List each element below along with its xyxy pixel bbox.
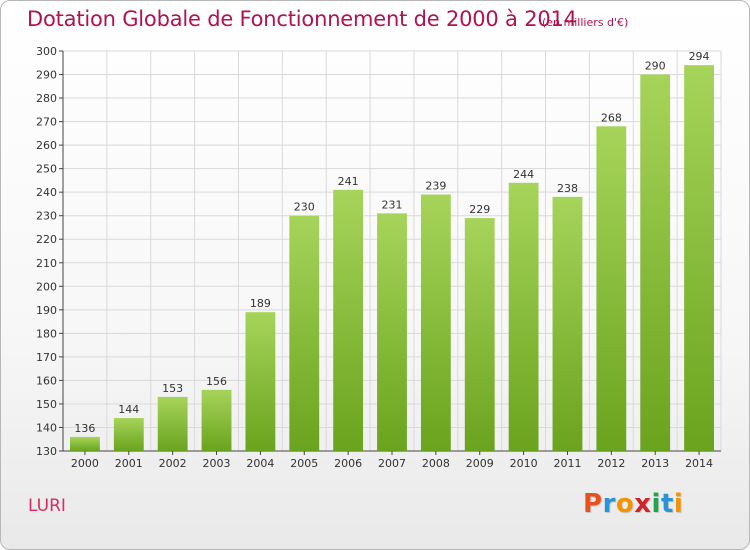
bar (684, 65, 714, 451)
x-tick-label: 2003 (203, 457, 231, 470)
bar (113, 418, 144, 451)
data-label: 144 (118, 403, 139, 416)
bar (464, 218, 495, 451)
x-tick-label: 2000 (71, 457, 99, 470)
logo-letter: o (615, 489, 635, 519)
y-tick-label: 250 (36, 163, 57, 176)
bar (70, 436, 100, 451)
data-label: 241 (338, 175, 359, 188)
bar (552, 196, 583, 451)
data-label: 238 (557, 182, 578, 195)
x-tick-label: 2002 (159, 457, 187, 470)
bar (640, 74, 671, 451)
data-label: 189 (250, 297, 271, 310)
data-label: 156 (206, 375, 227, 388)
data-label: 231 (382, 198, 403, 211)
chart-title: Dotation Globale de Fonctionnement de 20… (27, 7, 577, 31)
y-tick-label: 130 (36, 445, 57, 458)
labels: 130 140 150 160 170 180 190 200 210 220 230 240 250 2… (36, 45, 713, 470)
bar (420, 194, 451, 451)
bar (245, 312, 276, 451)
y-tick-label: 220 (36, 233, 57, 246)
chart-subtitle: (en milliers d'€) (542, 16, 629, 29)
x-tick-label: 2012 (597, 457, 625, 470)
x-tick-label: 2007 (378, 457, 406, 470)
logo-letter: i (673, 489, 684, 519)
logo-letter: P (583, 489, 603, 519)
commune-name: LURI (28, 496, 66, 516)
logo-letter: r (602, 489, 616, 519)
x-tick-label: 2011 (553, 457, 581, 470)
logo-letter: i (651, 489, 661, 519)
y-tick-label: 290 (36, 69, 57, 82)
bar (596, 126, 627, 451)
y-tick-label: 270 (36, 116, 57, 129)
y-tick-label: 200 (36, 280, 57, 293)
bar (377, 213, 407, 451)
x-tick-label: 2001 (115, 457, 143, 470)
data-label: 239 (425, 180, 446, 193)
y-tick-label: 230 (36, 210, 57, 223)
y-tick-label: 210 (36, 257, 57, 270)
y-tick-label: 180 (36, 327, 57, 340)
x-tick-label: 2008 (422, 457, 450, 470)
y-tick-label: 240 (36, 186, 57, 199)
x-tick-label: 2005 (290, 457, 318, 470)
y-tick-label: 170 (36, 351, 57, 364)
x-tick-label: 2009 (466, 457, 494, 470)
y-tick-label: 300 (36, 45, 57, 58)
data-label: 268 (601, 111, 622, 124)
data-label: 230 (294, 201, 315, 214)
x-tick-label: 2004 (246, 457, 274, 470)
bar (508, 182, 539, 451)
logo-letter: t (660, 489, 674, 519)
bar (333, 189, 364, 451)
bar (289, 215, 320, 451)
x-tick-label: 2014 (685, 457, 713, 470)
x-tick-label: 2006 (334, 457, 362, 470)
bars (70, 65, 714, 451)
data-label: 294 (689, 50, 710, 63)
proxiti-logo: Proxiti (583, 489, 683, 519)
x-tick-label: 2010 (510, 457, 538, 470)
logo-letter: x (634, 489, 652, 519)
data-label: 229 (469, 203, 490, 216)
y-tick-label: 160 (36, 374, 57, 387)
data-label: 290 (645, 60, 666, 73)
y-tick-label: 140 (36, 421, 57, 434)
data-label: 153 (162, 382, 183, 395)
y-tick-label: 260 (36, 139, 57, 152)
bar (201, 389, 232, 451)
y-tick-label: 190 (36, 304, 57, 317)
bar (157, 396, 188, 451)
y-tick-label: 150 (36, 398, 57, 411)
x-tick-label: 2013 (641, 457, 669, 470)
data-label: 244 (513, 168, 534, 181)
y-tick-label: 280 (36, 92, 57, 105)
data-label: 136 (74, 422, 95, 435)
